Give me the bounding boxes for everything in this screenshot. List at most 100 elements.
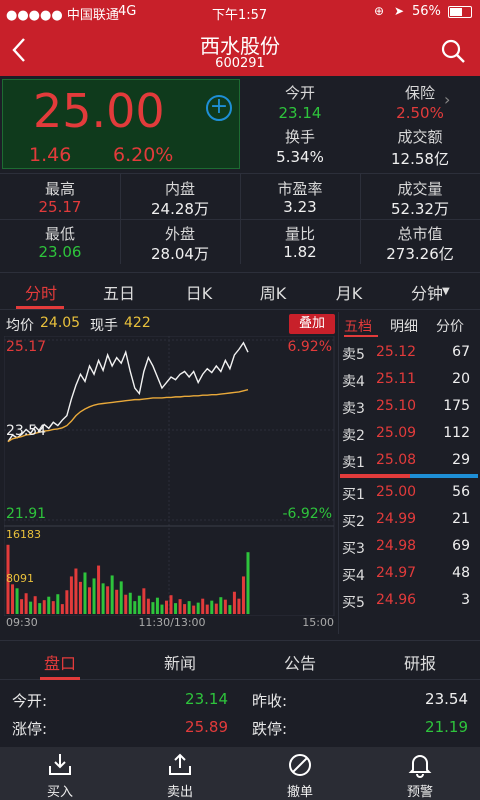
bid-row: 买5 24.96 3 xyxy=(338,588,480,615)
ask-vol: 29 xyxy=(452,452,470,468)
active-tab-indicator xyxy=(16,306,64,309)
volume-bar xyxy=(183,604,187,614)
ask-label: 卖2 xyxy=(342,428,365,444)
stat-label: 内盘 xyxy=(164,180,195,198)
volume-bar xyxy=(192,605,196,614)
volume-bar xyxy=(60,604,64,614)
time-axis-label: 11:30/13:00 xyxy=(138,616,206,629)
book-tab-2[interactable]: 分价 xyxy=(436,319,464,335)
time-axis-label: 09:30 xyxy=(6,616,38,629)
margin-label: 保险 xyxy=(404,84,435,102)
amount-value: 12.58亿 xyxy=(391,150,449,168)
action-buy-tray-button[interactable]: 买入 xyxy=(0,747,120,800)
overlay-button[interactable]: 叠加 xyxy=(289,314,335,334)
back-button[interactable] xyxy=(6,32,40,68)
volume-bar xyxy=(38,603,42,614)
dropdown-icon[interactable]: ▼ xyxy=(442,286,450,297)
stat-label: 最高 xyxy=(44,180,75,198)
ask-label: 卖5 xyxy=(342,347,365,363)
book-tab-1[interactable]: 明细 xyxy=(390,319,418,335)
pct-axis-bottom: -6.92% xyxy=(282,506,332,522)
action-sell-tray-button[interactable]: 卖出 xyxy=(120,747,240,800)
ask-price: 25.12 xyxy=(376,344,417,360)
ask-price: 25.08 xyxy=(376,452,417,468)
volume-bar xyxy=(228,605,232,614)
buy-tray-icon xyxy=(49,754,71,775)
pankou-table: 今开: 23.14 昨收: 23.54 涨停: 25.89 跌停: 21.19 xyxy=(0,684,480,744)
action-bar: 买入 卖出 撤单 预警 xyxy=(0,747,480,800)
action-label: 预警 xyxy=(406,785,433,800)
volume-bar xyxy=(133,601,137,614)
tab-3[interactable]: 周K xyxy=(259,284,287,303)
bid-vol: 69 xyxy=(452,538,470,554)
volume-bar xyxy=(219,597,223,614)
volume-bar xyxy=(146,598,150,614)
volume-axis-top: 16183 xyxy=(6,528,41,541)
volume-bar xyxy=(151,602,155,614)
volume-bar xyxy=(101,583,105,614)
volume-bar xyxy=(119,581,123,614)
stat-value: 24.28万 xyxy=(151,200,209,218)
volume-bar xyxy=(92,578,96,614)
search-button[interactable] xyxy=(438,36,470,68)
volume-bar xyxy=(223,599,227,614)
bid-price: 24.99 xyxy=(376,511,417,527)
book-tab-indicator xyxy=(344,335,378,337)
tab-2[interactable]: 日K xyxy=(185,284,213,303)
stat-value: 1.82 xyxy=(283,243,317,261)
bid-row: 买1 25.00 56 xyxy=(338,480,480,507)
chevron-right-icon[interactable]: › xyxy=(444,90,451,109)
network: 4G xyxy=(118,4,137,19)
volume-bar xyxy=(33,596,37,614)
ask-row: 卖4 25.11 20 xyxy=(338,367,480,394)
detail-tab-1[interactable]: 新闻 xyxy=(163,654,196,673)
detail-tab-0[interactable]: 盘口 xyxy=(43,654,76,673)
price-axis-mid: 23.54 xyxy=(6,423,46,439)
bid-row: 买2 24.99 21 xyxy=(338,507,480,534)
stat-label: 总市值 xyxy=(397,225,443,243)
volume-bar xyxy=(187,601,191,614)
action-cancel-circle-button[interactable]: 撤单 xyxy=(240,747,360,800)
detail-tab-2[interactable]: 公告 xyxy=(283,654,316,673)
action-bell-button[interactable]: 预警 xyxy=(360,747,480,800)
avg-line xyxy=(7,389,249,443)
tab-4[interactable]: 月K xyxy=(335,284,363,303)
tab-5[interactable]: 分钟 xyxy=(410,284,443,303)
volume-bar xyxy=(88,587,92,614)
clock: 下午1:57 xyxy=(212,8,268,23)
lock-rotation-icon: ⊕ xyxy=(374,4,385,18)
book-tab-0[interactable]: 五档 xyxy=(344,319,372,335)
carrier: ●●●●● 中国联通 xyxy=(6,8,119,23)
bid-label: 买5 xyxy=(342,595,365,611)
pankou-label: 涨停: xyxy=(12,720,48,738)
time-axis-label: 15:00 xyxy=(302,616,334,629)
volume-bar xyxy=(24,593,28,614)
stat-value: 3.23 xyxy=(283,198,317,216)
price-axis-bottom: 21.91 xyxy=(6,506,46,522)
pct-axis-top: 6.92% xyxy=(288,339,332,355)
action-label: 买入 xyxy=(46,785,73,800)
volume-bar xyxy=(20,599,24,614)
volume-bar xyxy=(196,602,200,614)
ask-vol: 20 xyxy=(452,371,470,387)
tab-0[interactable]: 分时 xyxy=(24,284,57,303)
ask-price: 25.09 xyxy=(376,425,417,441)
ask-row: 卖1 25.08 29 xyxy=(338,448,480,475)
turnover-value: 5.34% xyxy=(276,148,324,166)
volume-bar xyxy=(232,591,236,614)
price-change-pct: 6.20% xyxy=(113,144,174,166)
bid-vol: 56 xyxy=(452,484,470,500)
tab-1[interactable]: 五日 xyxy=(102,284,135,303)
volume-bar xyxy=(241,576,245,614)
add-watchlist-icon[interactable]: + xyxy=(206,95,232,121)
ask-ratio-bar xyxy=(340,474,410,478)
avg-price-label: 均价 xyxy=(6,318,34,334)
volume-bar xyxy=(201,598,205,614)
current-hand-label: 现手 xyxy=(90,318,118,334)
intraday-chart: 25.17 6.92% 23.54 21.91 -6.92% 16183 8091 xyxy=(4,336,335,616)
detail-tab-3[interactable]: 研报 xyxy=(403,654,436,673)
volume-bar xyxy=(205,604,209,614)
bell-icon xyxy=(408,755,432,778)
stats-grid: 最高 25.17 内盘 24.28万 市盈率 3.23 成交量 52.32万 最低 23.06 外盘… xyxy=(0,174,480,268)
stat-value: 273.26亿 xyxy=(386,245,454,263)
